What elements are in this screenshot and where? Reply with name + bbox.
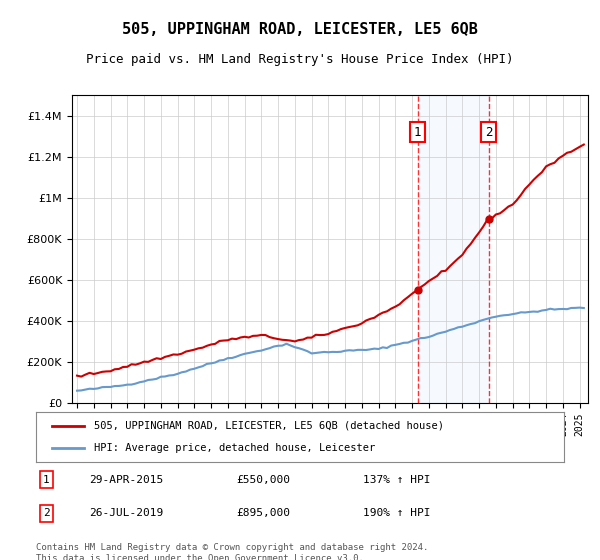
Text: 26-JUL-2019: 26-JUL-2019 (89, 508, 163, 518)
Text: 29-APR-2015: 29-APR-2015 (89, 474, 163, 484)
Bar (418, 95, 489, 403)
Text: £550,000: £550,000 (236, 474, 290, 484)
Text: 1: 1 (414, 125, 421, 139)
Text: HPI: Average price, detached house, Leicester: HPI: Average price, detached house, Leic… (94, 443, 376, 453)
Text: 2: 2 (43, 508, 50, 518)
Text: £895,000: £895,000 (236, 508, 290, 518)
Text: 1: 1 (43, 474, 50, 484)
Text: 137% ↑ HPI: 137% ↑ HPI (364, 474, 431, 484)
Text: 505, UPPINGHAM ROAD, LEICESTER, LE5 6QB (detached house): 505, UPPINGHAM ROAD, LEICESTER, LE5 6QB … (94, 421, 444, 431)
Text: 190% ↑ HPI: 190% ↑ HPI (364, 508, 431, 518)
Text: Contains HM Land Registry data © Crown copyright and database right 2024.
This d: Contains HM Land Registry data © Crown c… (36, 543, 428, 560)
Text: 505, UPPINGHAM ROAD, LEICESTER, LE5 6QB: 505, UPPINGHAM ROAD, LEICESTER, LE5 6QB (122, 22, 478, 38)
Text: Price paid vs. HM Land Registry's House Price Index (HPI): Price paid vs. HM Land Registry's House … (86, 53, 514, 66)
Text: 2: 2 (485, 125, 493, 139)
